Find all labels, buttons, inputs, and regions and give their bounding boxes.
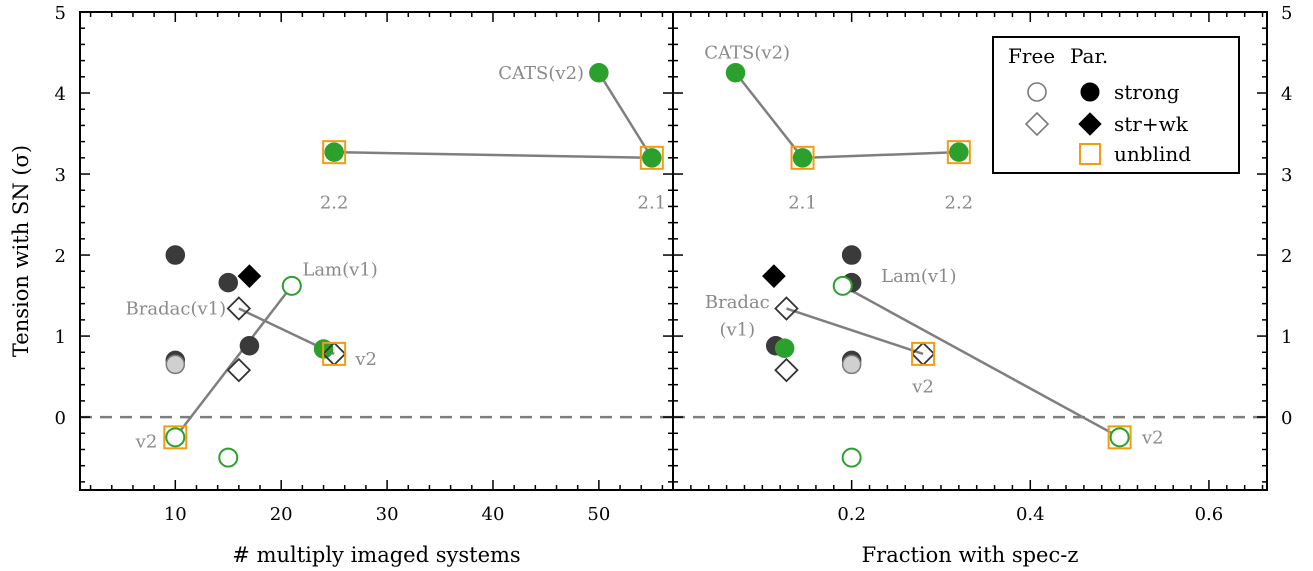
data-point-circle bbox=[589, 63, 609, 83]
y-tick-label: 3 bbox=[55, 165, 66, 186]
point-annotation: Bradac(v1) bbox=[126, 299, 227, 320]
unblind-square-marker bbox=[639, 145, 664, 170]
connector-line bbox=[842, 284, 1121, 439]
connector-line bbox=[802, 150, 959, 160]
point-annotation: CATS(v2) bbox=[498, 63, 584, 84]
y-tick-label: 3 bbox=[1281, 165, 1292, 186]
y-tick-label: 1 bbox=[55, 327, 66, 348]
data-point-circle bbox=[841, 245, 862, 265]
data-point-circle bbox=[165, 245, 186, 265]
data-point-circle bbox=[165, 427, 186, 448]
y-tick-label: 0 bbox=[55, 408, 66, 429]
y-tick-label: 1 bbox=[1281, 327, 1292, 348]
unblind-square-marker bbox=[946, 140, 971, 165]
point-annotation: (v1) bbox=[719, 320, 755, 341]
x-tick-label: 10 bbox=[164, 504, 187, 525]
point-annotation: Lam(v1) bbox=[881, 266, 956, 287]
y-tick-label: 4 bbox=[1281, 84, 1292, 105]
x-tick-label: 0.4 bbox=[1016, 504, 1045, 525]
point-annotation: v2 bbox=[911, 376, 934, 397]
y-tick-label: 0 bbox=[1281, 408, 1292, 429]
connector-line bbox=[174, 285, 293, 439]
x-tick-label: 50 bbox=[587, 504, 610, 525]
legend-label-unblind: unblind bbox=[1114, 142, 1191, 166]
legend-header-par: Par. bbox=[1070, 44, 1108, 68]
data-point-diamond bbox=[774, 296, 799, 321]
connector-line bbox=[597, 72, 653, 159]
y-tick-label: 5 bbox=[55, 3, 66, 24]
panel-right: CATS(v2) 2.1 2.2 Lam(v1) Bradac (v1) v2 v2 0.2 0.… bbox=[672, 3, 1292, 567]
data-point-circle bbox=[324, 142, 344, 162]
x-axis-label: # multiply imaged systems bbox=[232, 543, 520, 567]
data-point-diamond bbox=[226, 296, 252, 321]
data-point-circle bbox=[949, 142, 969, 162]
legend-square-marker bbox=[1079, 143, 1101, 165]
unblind-square-marker bbox=[790, 145, 815, 170]
unblind-square-marker bbox=[911, 341, 936, 366]
point-annotation: Bradac bbox=[705, 292, 770, 313]
y-tick-label: 5 bbox=[1281, 3, 1292, 24]
x-axis-label: Fraction with spec-z bbox=[862, 543, 1079, 567]
x-tick-label: 20 bbox=[270, 504, 293, 525]
unblind-square-marker bbox=[163, 425, 188, 450]
data-point-diamond bbox=[226, 357, 252, 383]
axes-frame bbox=[672, 11, 1268, 491]
data-point-circle bbox=[1109, 427, 1130, 448]
data-point-circle bbox=[725, 63, 746, 83]
data-point-diamond bbox=[774, 357, 799, 383]
data-point-circle bbox=[239, 336, 260, 356]
y-tick-label: 4 bbox=[55, 84, 66, 105]
point-annotation: Lam(v1) bbox=[302, 260, 377, 281]
point-annotation: v2 bbox=[1141, 427, 1164, 448]
legend: Free Par.strong str+wk unblind bbox=[992, 36, 1240, 174]
data-point-circle bbox=[792, 148, 813, 168]
data-point-circle bbox=[774, 338, 795, 358]
data-point-circle bbox=[841, 354, 862, 375]
y-tick-label: 2 bbox=[1281, 246, 1292, 267]
data-point-circle bbox=[218, 447, 239, 468]
data-point-circle bbox=[642, 148, 662, 168]
data-point-circle bbox=[281, 275, 302, 296]
connector-line bbox=[786, 307, 924, 356]
point-annotation: 2.2 bbox=[320, 192, 349, 213]
legend-filled-circle-marker bbox=[1080, 82, 1100, 102]
data-point-circle bbox=[841, 447, 862, 468]
unblind-square-marker bbox=[1107, 425, 1132, 450]
data-point-circle bbox=[832, 275, 853, 296]
unblind-square-marker bbox=[322, 140, 347, 165]
legend-header-free: Free bbox=[1008, 44, 1055, 68]
x-tick-label: 0.2 bbox=[837, 504, 866, 525]
x-tick-label: 40 bbox=[482, 504, 505, 525]
point-annotation: 2.1 bbox=[788, 192, 817, 213]
legend-open-circle-marker bbox=[1027, 82, 1047, 102]
data-point-circle bbox=[218, 272, 238, 293]
legend-label-strwk: str+wk bbox=[1114, 112, 1189, 136]
point-annotation: 2.2 bbox=[945, 192, 974, 213]
y-tick-label: 2 bbox=[55, 246, 66, 267]
y-axis-label: Tension with SN (σ) bbox=[9, 145, 33, 357]
point-annotation: CATS(v2) bbox=[704, 43, 790, 64]
unblind-square-marker bbox=[322, 341, 347, 366]
x-tick-label: 30 bbox=[376, 504, 399, 525]
data-point-circle bbox=[165, 354, 186, 375]
data-point-diamond bbox=[237, 264, 262, 288]
legend-open-diamond-marker bbox=[1024, 111, 1050, 137]
connector-line bbox=[734, 71, 804, 159]
point-annotation: v2 bbox=[135, 431, 158, 452]
point-annotation: 2.1 bbox=[638, 192, 667, 213]
point-annotation: v2 bbox=[354, 349, 377, 370]
connector-line bbox=[334, 150, 652, 160]
legend-label-strong: strong bbox=[1114, 80, 1180, 104]
x-tick-label: 0.6 bbox=[1195, 504, 1224, 525]
data-point-diamond bbox=[762, 264, 786, 288]
legend-box bbox=[992, 36, 1240, 174]
legend-filled-diamond-marker bbox=[1078, 112, 1102, 136]
